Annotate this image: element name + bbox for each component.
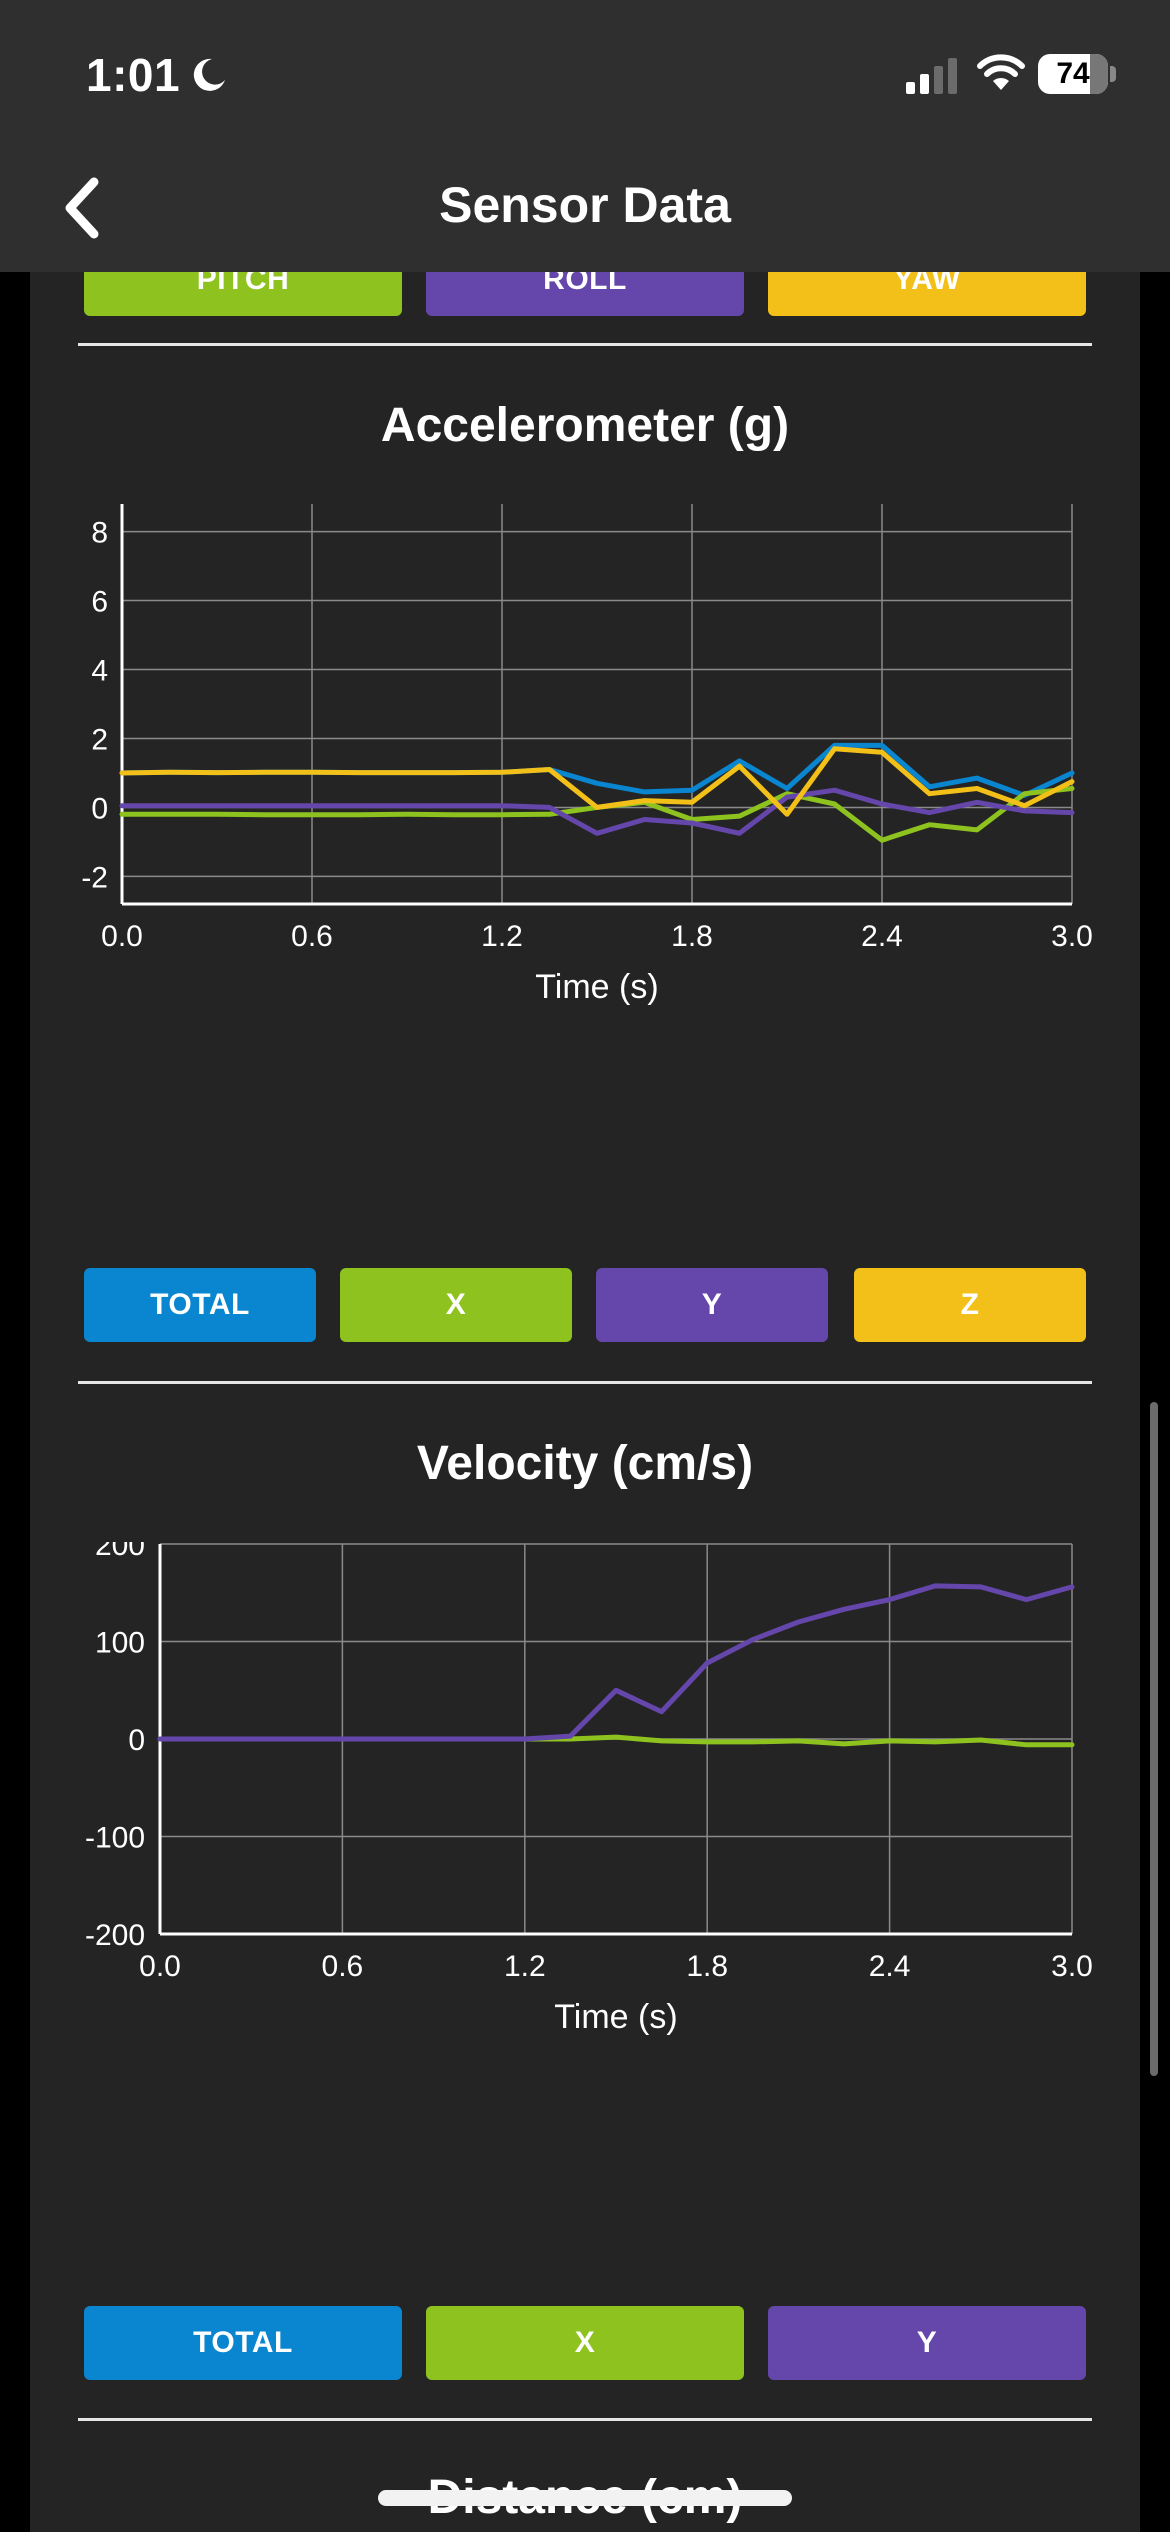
x-tick-label: 3.0 [1051, 1950, 1093, 1983]
x-tick-label: 1.2 [504, 1950, 546, 1983]
moon-icon [190, 56, 228, 94]
x-axis-title: Time (s) [535, 968, 658, 1006]
accel-y-button[interactable]: Y [596, 1268, 828, 1342]
velocity-title: Velocity (cm/s) [30, 1436, 1140, 1491]
velocity-total-button[interactable]: TOTAL [84, 2306, 402, 2380]
battery-tip [1110, 66, 1116, 82]
x-tick-label: 1.8 [686, 1950, 728, 1983]
roll-button[interactable]: ROLL [426, 272, 744, 316]
home-indicator[interactable] [378, 2490, 792, 2506]
sensor-data-scroll-content[interactable]: PITCH ROLL YAW Accelerometer (g) 8 6 4 2 0 -2… [30, 272, 1140, 2532]
status-time: 1:01 [86, 48, 180, 102]
x-axis-title: Time (s) [554, 1998, 677, 2036]
y-tick-label: -200 [85, 1919, 145, 1952]
y-tick-label: 100 [95, 1627, 145, 1660]
x-tick-label: 3.0 [1051, 920, 1093, 953]
y-tick-label: 6 [91, 586, 108, 619]
x-tick-label: 1.2 [481, 920, 523, 953]
section-divider [78, 2418, 1092, 2421]
y-tick-label: 200 [95, 1542, 145, 1562]
scrollbar[interactable] [1150, 1402, 1158, 2076]
x-tick-label: 0.6 [291, 920, 333, 953]
y-tick-label: 4 [91, 655, 108, 688]
x-tick-label: 2.4 [861, 920, 903, 953]
status-bar: 1:01 74 [0, 0, 1170, 148]
pitch-button[interactable]: PITCH [84, 272, 402, 316]
section-divider [78, 343, 1092, 346]
x-tick-label: 2.4 [869, 1950, 911, 1983]
velocity-y-button[interactable]: Y [768, 2306, 1086, 2380]
y-tick-label: -2 [81, 861, 108, 894]
accel-z-button[interactable]: Z [854, 1268, 1086, 1342]
y-tick-label: 0 [128, 1724, 145, 1757]
accelerometer-title: Accelerometer (g) [30, 398, 1140, 453]
battery-indicator: 74 [1038, 54, 1108, 94]
battery-percentage: 74 [1038, 54, 1108, 94]
x-tick-label: 0.6 [322, 1950, 364, 1983]
page-title: Sensor Data [0, 176, 1170, 234]
y-tick-label: 2 [91, 723, 108, 756]
yaw-button[interactable]: YAW [768, 272, 1086, 316]
y-tick-label: 8 [91, 517, 108, 550]
cellular-signal-icon [906, 56, 962, 94]
accel-x-button[interactable]: X [340, 1268, 572, 1342]
velocity-series-buttons: TOTAL X Y [84, 2306, 1086, 2380]
section-divider [78, 1381, 1092, 1384]
x-tick-label: 0.0 [139, 1950, 181, 1983]
accelerometer-chart: 8 6 4 2 0 -2 0.0 0.6 1.2 1.8 2.4 3.0 Time (s) [30, 504, 1140, 1040]
x-tick-label: 0.0 [101, 920, 143, 953]
accel-total-button[interactable]: TOTAL [84, 1268, 316, 1342]
orientation-button-row: PITCH ROLL YAW [84, 272, 1086, 316]
accelerometer-series-buttons: TOTAL X Y Z [84, 1268, 1086, 1342]
wifi-icon [976, 52, 1026, 92]
y-tick-label: 0 [91, 792, 108, 825]
y-tick-label: -100 [85, 1822, 145, 1855]
series-line-y [160, 1586, 1072, 1739]
x-tick-label: 1.8 [671, 920, 713, 953]
navigation-bar: Sensor Data [0, 148, 1170, 272]
velocity-x-button[interactable]: X [426, 2306, 744, 2380]
